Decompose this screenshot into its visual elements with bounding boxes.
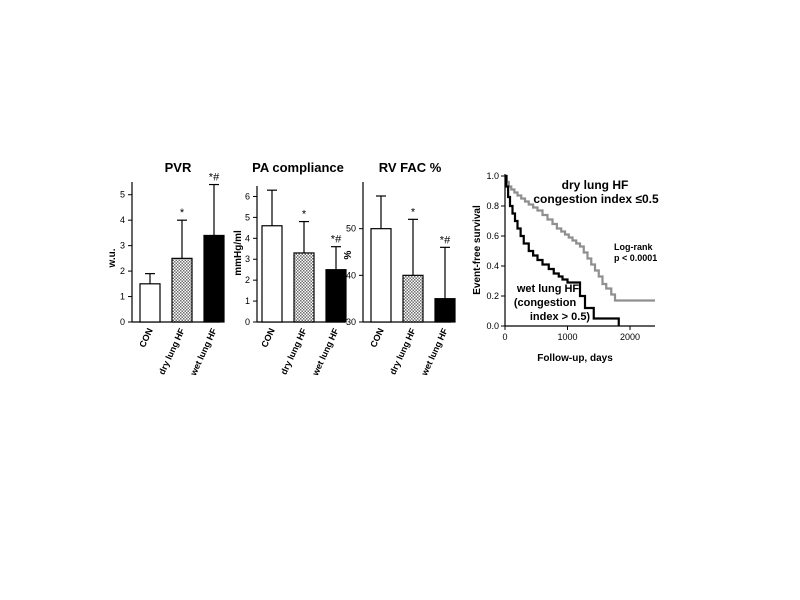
pvr-title: PVR <box>165 160 192 175</box>
wet-lung-hf-survival-curve <box>505 174 620 326</box>
rv-fac-category-label-wet-lung-hf: wet lung HF <box>419 326 450 378</box>
pvr-significance-dry-lung-hf: * <box>180 207 185 219</box>
survival-y-axis-label: Event-free survival <box>472 205 483 295</box>
rv-fac-bar-dry-lung-hf <box>402 274 424 323</box>
pa-compliance-category-label-con: CON <box>259 327 277 349</box>
pa-compliance-title: PA compliance <box>252 160 344 175</box>
survival-y-tick-label: 0.6 <box>486 231 499 241</box>
pvr-significance-wet-lung-hf: *# <box>209 172 220 184</box>
rv-fac-y-ticks: 30 40 50 <box>346 224 363 327</box>
pvr-y-axis-label: w.u. <box>107 248 118 268</box>
wet-curve-label-line2: (congestion <box>514 297 577 309</box>
pa-compliance-y-tick-label: 5 <box>245 212 250 222</box>
pa-compliance-y-axis-label: mmHg/ml <box>233 230 244 276</box>
rv-fac-bar-con <box>370 228 392 323</box>
survival-x-tick-label: 2000 <box>620 332 640 342</box>
pa-compliance-significance-dry-lung-hf: * <box>302 209 307 221</box>
logrank-label: Log-rank <box>614 242 653 252</box>
rv-fac-panel: RV FAC % % 30 40 50 CON * dry lung HF *# wet l… <box>343 160 456 378</box>
pa-compliance-bars: CON * dry lung HF *# wet lung HF <box>259 189 347 378</box>
survival-x-tick-label: 1000 <box>557 332 577 342</box>
survival-y-tick-label: 0.8 <box>486 201 499 211</box>
pvr-y-tick-label: 1 <box>120 292 125 302</box>
pa-compliance-significance-wet-lung-hf: *# <box>331 234 342 246</box>
rv-fac-y-tick-label: 30 <box>346 317 356 327</box>
pa-compliance-bar-con <box>261 225 283 323</box>
pa-compliance-y-tick-label: 6 <box>245 191 250 201</box>
rv-fac-bar-wet-lung-hf <box>434 298 456 323</box>
rv-fac-title: RV FAC % <box>379 160 442 175</box>
survival-panel: Event-free survival Follow-up, days 0.00… <box>472 171 659 364</box>
pvr-y-tick-label: 4 <box>120 215 125 225</box>
pa-compliance-category-label-dry-lung-hf: dry lung HF <box>279 326 309 376</box>
rv-fac-y-tick-label: 40 <box>346 270 356 280</box>
pvr-y-tick-label: 0 <box>120 317 125 327</box>
dry-curve-label-line1: dry lung HF <box>562 178 629 192</box>
survival-ticks: 0.0 0.2 0.4 0.6 0.8 1.0 0 1000 2000 <box>486 171 640 342</box>
pvr-y-ticks: 0 1 2 3 4 5 <box>120 190 132 327</box>
pvr-category-label-dry-lung-hf: dry lung HF <box>157 326 187 376</box>
dry-lung-hf-survival-curve <box>505 174 655 302</box>
rv-fac-category-label-con: CON <box>368 327 386 349</box>
rv-fac-significance-dry-lung-hf: * <box>411 206 416 218</box>
wet-curve-label-line1: wet lung HF <box>516 283 580 295</box>
pvr-category-label-wet-lung-hf: wet lung HF <box>188 326 219 378</box>
survival-y-tick-label: 0.2 <box>486 291 499 301</box>
pvr-bars: CON * dry lung HF *# wet lung HF <box>137 172 225 378</box>
rv-fac-y-axis-label: % <box>343 250 354 259</box>
pa-compliance-panel: PA compliance mmHg/ml 0 1 2 3 4 5 6 CON * dry lu… <box>233 160 347 378</box>
pvr-y-tick-label: 3 <box>120 241 125 251</box>
pa-compliance-y-tick-label: 1 <box>245 296 250 306</box>
survival-x-axis-label: Follow-up, days <box>537 353 613 364</box>
pvr-bar-con <box>139 283 161 323</box>
pvr-y-tick-label: 2 <box>120 266 125 276</box>
pa-compliance-y-ticks: 0 1 2 3 4 5 6 <box>245 191 257 327</box>
pvr-y-tick-label: 5 <box>120 190 125 200</box>
survival-y-tick-label: 0.4 <box>486 261 499 271</box>
logrank-p-value: p < 0.0001 <box>614 253 657 263</box>
pa-compliance-bar-wet-lung-hf <box>325 269 347 323</box>
rv-fac-bars: CON * dry lung HF *# wet lung HF <box>368 195 456 378</box>
pa-compliance-y-tick-label: 2 <box>245 275 250 285</box>
pa-compliance-y-tick-label: 4 <box>245 233 250 243</box>
wet-curve-label-line3: index > 0.5) <box>530 311 591 323</box>
survival-y-tick-label: 1.0 <box>486 171 499 181</box>
pvr-bar-dry-lung-hf <box>171 257 193 323</box>
pa-compliance-category-label-wet-lung-hf: wet lung HF <box>310 326 341 378</box>
survival-y-tick-label: 0.0 <box>486 321 499 331</box>
rv-fac-significance-wet-lung-hf: *# <box>440 234 451 246</box>
pa-compliance-bar-dry-lung-hf <box>293 252 315 323</box>
pvr-category-label-con: CON <box>137 327 155 349</box>
pvr-bar-wet-lung-hf <box>203 234 225 323</box>
rv-fac-category-label-dry-lung-hf: dry lung HF <box>388 326 418 376</box>
pvr-panel: PVR w.u. 0 1 2 3 4 5 CON * dry lung HF *# wet lun… <box>107 160 225 378</box>
pa-compliance-y-tick-label: 0 <box>245 317 250 327</box>
survival-x-tick-label: 0 <box>502 332 507 342</box>
pa-compliance-y-tick-label: 3 <box>245 254 250 264</box>
dry-curve-label-line2: congestion index ≤0.5 <box>533 192 659 206</box>
rv-fac-y-tick-label: 50 <box>346 224 356 234</box>
